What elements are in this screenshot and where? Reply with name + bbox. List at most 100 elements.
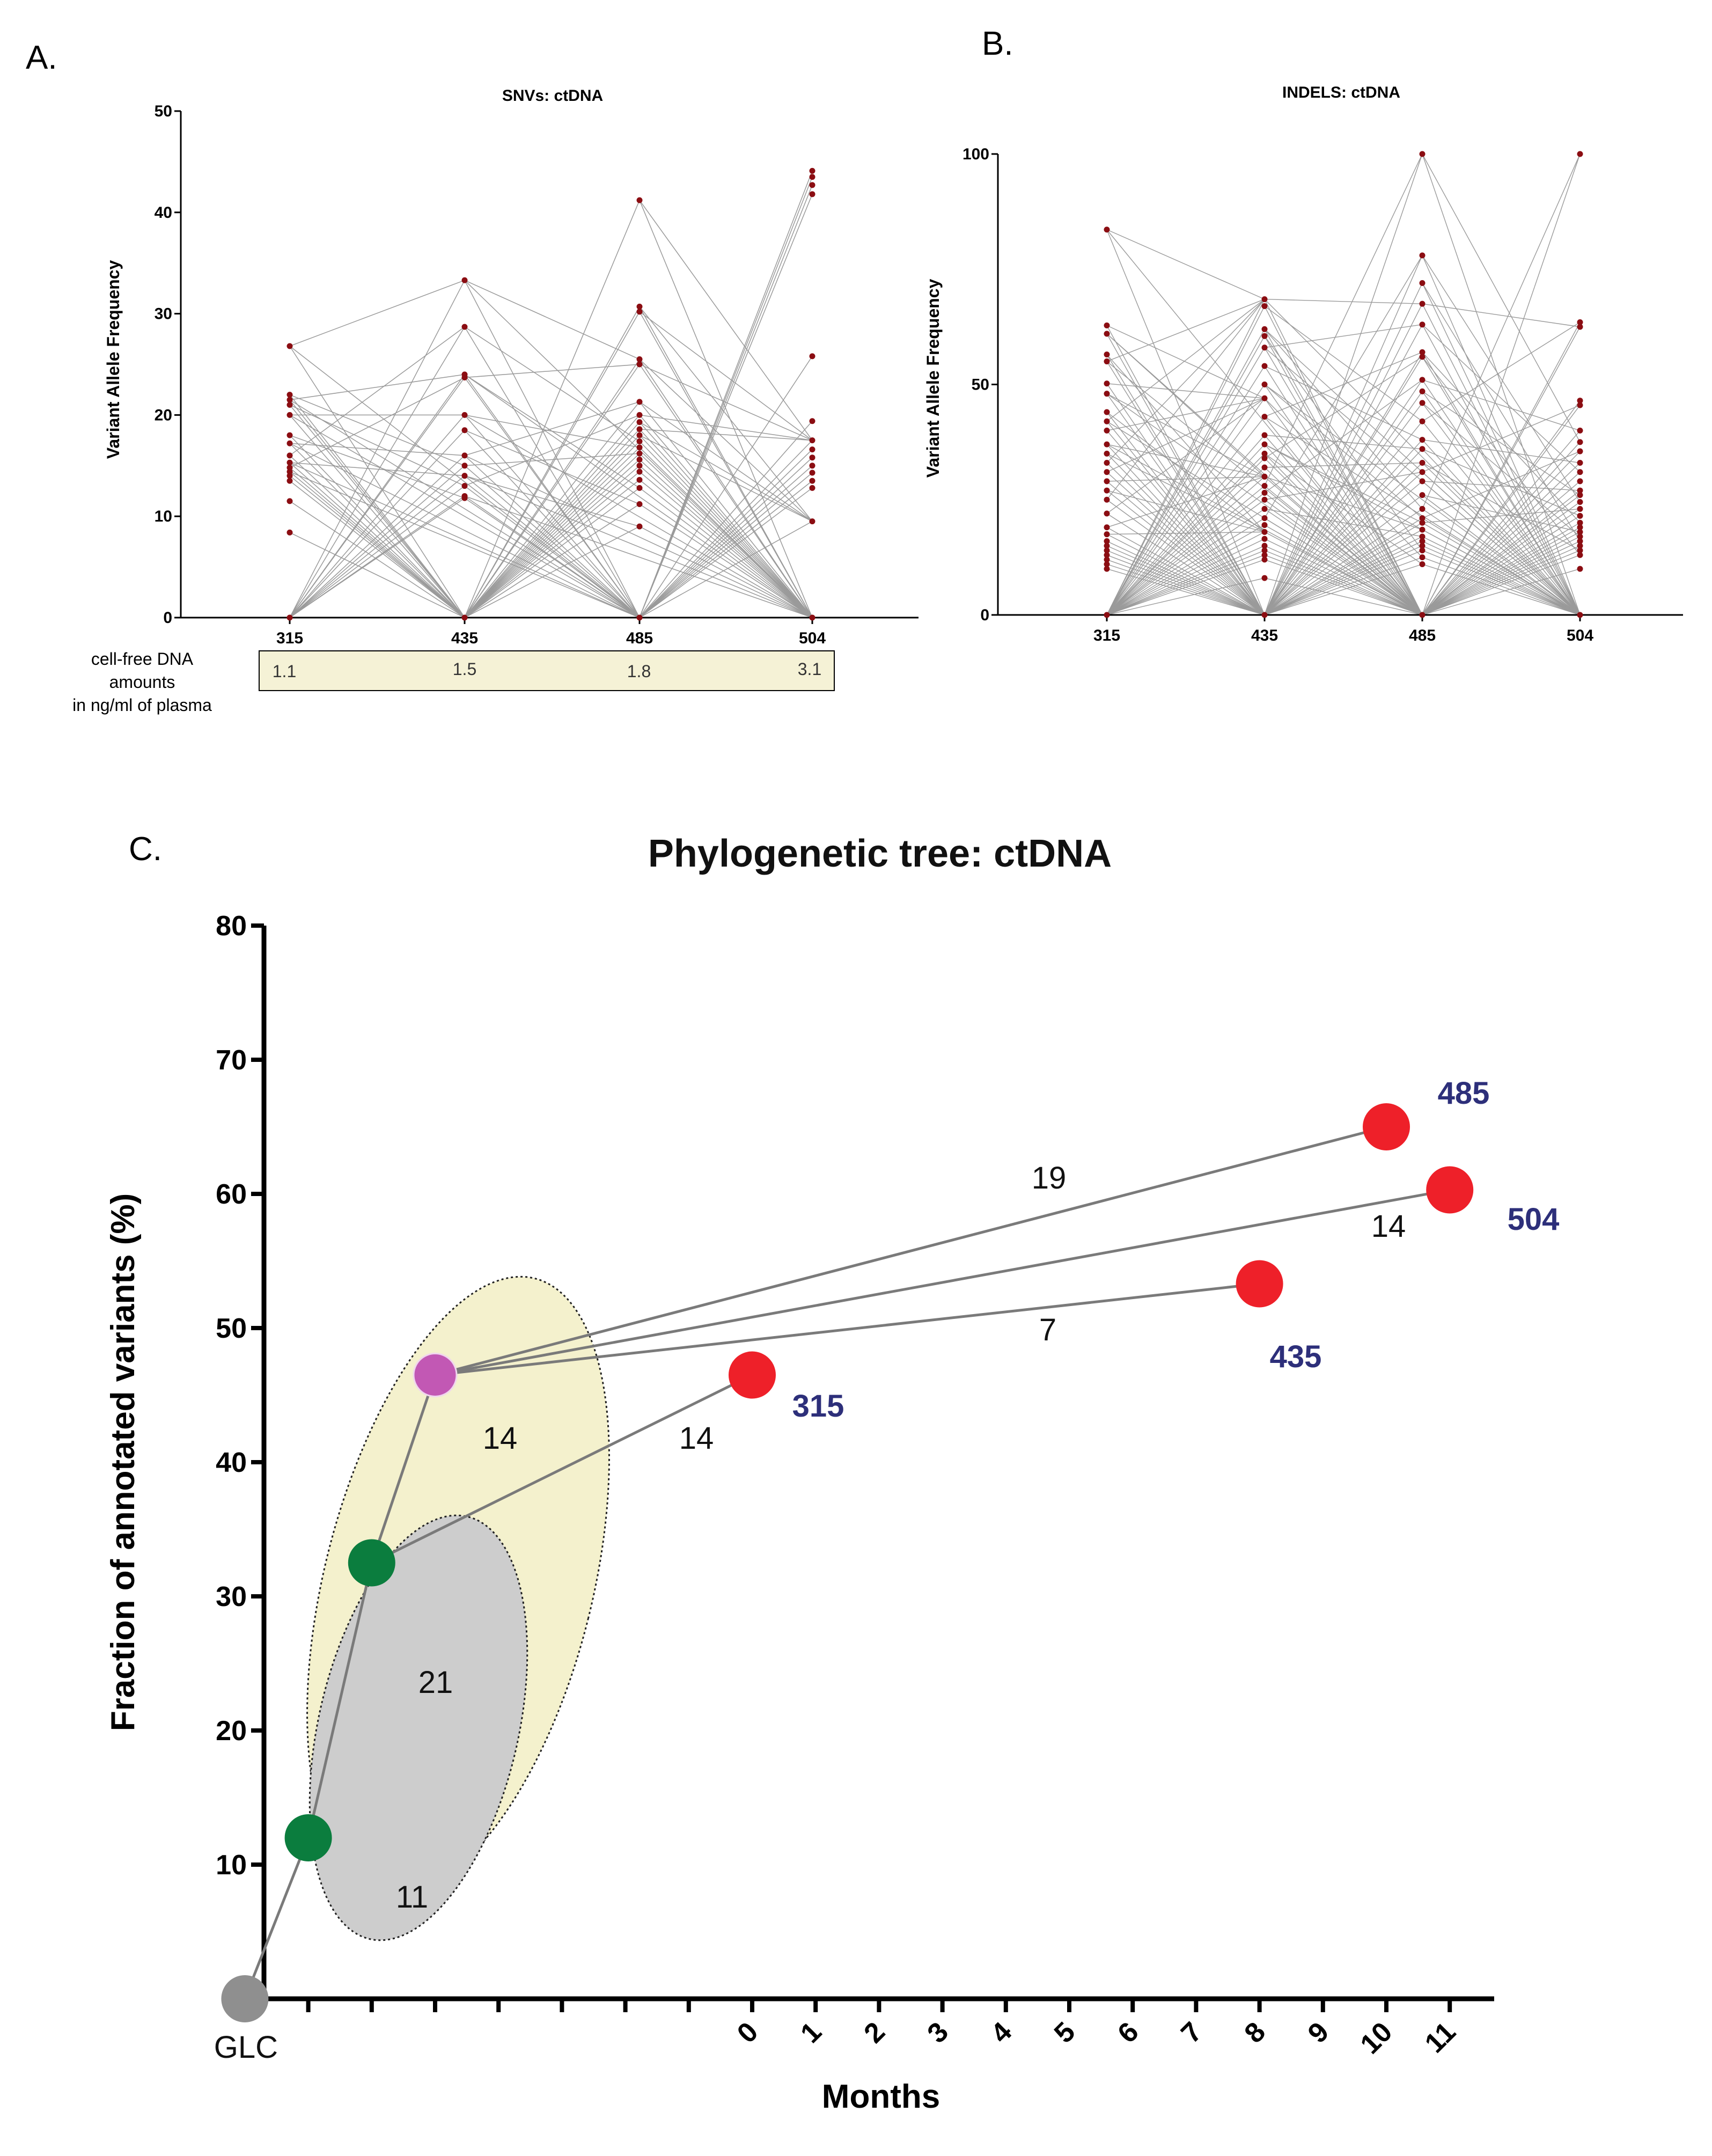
vaf-point xyxy=(1577,398,1583,404)
vaf-point xyxy=(1577,487,1583,494)
vaf-point xyxy=(1104,427,1110,434)
vaf-trace-line xyxy=(1106,545,1265,615)
vaf-trace-line xyxy=(1264,463,1423,615)
vaf-trace-line xyxy=(639,503,813,618)
vaf-trace-line xyxy=(1264,444,1423,615)
vaf-point xyxy=(636,197,643,203)
vaf-trace-line xyxy=(1422,540,1581,615)
vaf-point xyxy=(1261,505,1268,512)
vaf-trace-line xyxy=(1422,508,1581,615)
vaf-point xyxy=(286,452,293,459)
chart-c-x-ticks: 0 1 2 3 4 5 6 7 8 9 10 11 xyxy=(306,1999,1462,2060)
chart-c-y-ticks: 01020304050607080 xyxy=(216,911,264,2015)
vaf-trace-line xyxy=(464,455,640,618)
vaf-trace-line xyxy=(1106,393,1423,615)
vaf-point xyxy=(1104,450,1110,457)
vaf-trace-line xyxy=(1422,439,1581,615)
vaf-trace-line xyxy=(1106,421,1265,615)
vaf-point xyxy=(461,277,468,283)
vaf-trace-line xyxy=(639,414,813,618)
vaf-trace-line xyxy=(1106,299,1265,615)
vaf-trace-line xyxy=(1422,352,1581,615)
vaf-point xyxy=(286,343,293,349)
vaf-point xyxy=(286,473,293,479)
vaf-point xyxy=(636,426,643,432)
vaf-trace-line xyxy=(1106,518,1265,615)
vaf-zero-point xyxy=(636,614,643,621)
vaf-point xyxy=(1577,427,1583,434)
vaf-point xyxy=(1419,460,1426,466)
vaf-trace-line xyxy=(1106,335,1265,615)
vaf-trace-line xyxy=(1106,229,1423,615)
panel-a-letter: A. xyxy=(26,39,57,76)
panel-b-letter: B. xyxy=(982,25,1013,62)
vaf-trace-line xyxy=(1422,283,1581,541)
vaf-trace-line xyxy=(464,364,640,378)
vaf-trace-line xyxy=(1264,384,1423,615)
vaf-trace-line xyxy=(1422,255,1581,615)
vaf-trace-line xyxy=(1264,453,1423,565)
vaf-point xyxy=(286,529,293,536)
vaf-trace-line xyxy=(1264,283,1423,615)
vaf-point xyxy=(1261,303,1268,309)
vaf-zero-point xyxy=(1419,612,1426,618)
vaf-trace-line xyxy=(1106,508,1265,615)
vaf-trace-line xyxy=(464,475,640,618)
vaf-point xyxy=(1261,455,1268,461)
vaf-trace-line xyxy=(639,472,813,618)
vaf-point xyxy=(1104,331,1110,337)
chart-c-xtick-label: 9 xyxy=(1302,2016,1335,2049)
vaf-trace-line xyxy=(289,377,465,618)
vaf-point xyxy=(1577,319,1583,326)
vaf-point xyxy=(1419,151,1426,157)
vaf-point xyxy=(809,478,815,484)
chart-c-xtick-label: 1 xyxy=(795,2016,827,2049)
vaf-trace-line xyxy=(1264,540,1423,615)
vaf-point xyxy=(809,446,815,453)
vaf-trace-line xyxy=(464,485,640,618)
vaf-trace-line xyxy=(639,487,813,618)
vaf-point xyxy=(636,501,643,508)
vaf-point xyxy=(1104,409,1110,415)
vaf-point xyxy=(809,353,815,360)
vaf-point xyxy=(636,523,643,530)
chart-c-xtick-label: 3 xyxy=(922,2016,954,2049)
edge-label: 14 xyxy=(483,1421,518,1456)
vaf-trace-line xyxy=(289,443,465,456)
vaf-trace-line xyxy=(1422,545,1581,615)
vaf-trace-line xyxy=(1106,463,1265,615)
vaf-trace-line xyxy=(289,471,465,618)
vaf-point xyxy=(1104,226,1110,233)
vaf-trace-line xyxy=(1106,481,1265,615)
tree-edges: 11 21 14 14 7 19 14 xyxy=(244,1125,1450,1999)
vaf-trace-line xyxy=(1422,421,1581,615)
vaf-trace-line xyxy=(464,306,640,618)
chart-c-xtick-label: 2 xyxy=(858,2016,891,2049)
vaf-trace-line xyxy=(1422,527,1581,615)
vaf-trace-line xyxy=(1106,563,1265,615)
chart-c-xtick-label: 5 xyxy=(1048,2016,1081,2049)
vaf-trace-line xyxy=(1422,405,1581,473)
glc-label: GLC xyxy=(214,2030,278,2065)
vaf-trace-line xyxy=(1422,508,1581,523)
vaf-trace-line xyxy=(1106,299,1265,500)
vaf-point xyxy=(1419,526,1426,533)
chart-b-ylabel: Variant Allele Frequency xyxy=(923,279,943,478)
vaf-point xyxy=(1419,547,1426,554)
chart-c-ylabel: Fraction of annotated variants (%) xyxy=(105,1193,142,1731)
chart-a-ytick-label: 50 xyxy=(155,102,172,120)
vaf-point xyxy=(1577,478,1583,485)
vaf-trace-line xyxy=(1264,416,1423,615)
vaf-trace-line xyxy=(1264,298,1423,304)
sample-label: 315 xyxy=(792,1389,844,1424)
vaf-point xyxy=(1261,522,1268,528)
vaf-trace-line xyxy=(464,200,640,618)
vaf-trace-line xyxy=(1264,538,1423,615)
vaf-trace-line xyxy=(289,326,465,456)
vaf-trace-line xyxy=(1106,298,1265,362)
vaf-point xyxy=(1104,460,1110,466)
vaf-point xyxy=(286,498,293,504)
vaf-trace-line xyxy=(1106,383,1265,399)
vaf-point xyxy=(1577,499,1583,505)
